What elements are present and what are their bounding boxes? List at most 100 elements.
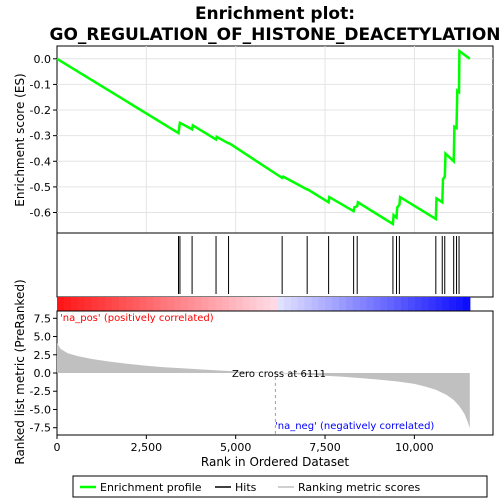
color-band-segment <box>125 297 134 311</box>
metric-x-tick-label: 2,500 <box>131 441 163 454</box>
es-y-tick-label: 0.0 <box>34 53 52 66</box>
zero-cross-label: Zero cross at 6111 <box>232 369 326 380</box>
metric-y-tick-label: -5.0 <box>30 403 51 416</box>
hits-panel-frame <box>56 232 494 298</box>
color-band-segment <box>407 297 416 311</box>
metric-y-axis-label: Ranked list metric (PreRanked) <box>13 279 27 464</box>
color-band-segment <box>325 297 333 311</box>
es-y-tick-label: -0.1 <box>30 78 51 91</box>
legend-hits-label: Hits <box>235 481 257 494</box>
color-band-segment <box>304 297 313 311</box>
color-band-segment <box>373 297 381 311</box>
color-band-segment <box>352 297 361 311</box>
metric-x-axis-label: Rank in Ordered Dataset <box>201 455 349 469</box>
es-y-tick-label: -0.3 <box>30 130 51 143</box>
color-band-segment <box>215 297 223 311</box>
color-band-segment <box>146 297 154 311</box>
color-band-segment <box>414 297 423 311</box>
color-band-segment <box>194 297 203 311</box>
color-band-segment <box>366 297 375 311</box>
color-band-segment <box>442 297 450 311</box>
hit-markers <box>178 236 460 294</box>
color-band-segment <box>91 297 99 311</box>
metric-x-tick-label: 0 <box>54 441 61 454</box>
color-band-segment <box>77 297 86 311</box>
color-band-segment <box>249 297 258 311</box>
color-band-segment <box>318 297 326 311</box>
color-band-segment <box>98 297 106 311</box>
metric-x-tick-label: 10,000 <box>395 441 434 454</box>
color-band-segment <box>153 297 161 311</box>
color-band-segment <box>70 297 79 311</box>
metric-y-tick-label: -7.5 <box>30 422 51 435</box>
color-band-segment <box>132 297 141 311</box>
es-y-tick-label: -0.4 <box>30 155 51 168</box>
color-band-segment <box>187 297 196 311</box>
color-band-segment <box>112 297 120 311</box>
es-panel-frame <box>56 45 494 234</box>
metric-y-tick-label: 2.5 <box>34 349 52 362</box>
metric-x-tick-label: 5,000 <box>220 441 252 454</box>
legend-enrichment-label: Enrichment profile <box>100 481 202 494</box>
color-band-segment <box>235 297 244 311</box>
color-band-segment <box>332 297 340 311</box>
color-band-segment <box>160 297 168 311</box>
color-band-segment <box>311 297 319 311</box>
color-band-segment <box>339 297 347 311</box>
color-band-segment <box>277 297 285 311</box>
ranking-color-band <box>57 297 471 311</box>
color-band-segment <box>421 297 430 311</box>
color-band-segment <box>297 297 306 311</box>
es-y-tick-label: -0.2 <box>30 104 51 117</box>
color-band-segment <box>174 297 182 311</box>
metric-y-tick-label: 0.0 <box>34 367 52 380</box>
chart-title-line-1: Enrichment plot: <box>195 4 355 24</box>
metric-y-tick-label: -2.5 <box>30 385 51 398</box>
metric-x-axis: 0 2,500 5,000 7,500 10,000 <box>54 435 434 454</box>
color-band-segment <box>290 297 299 311</box>
color-band-segment <box>118 297 127 311</box>
color-band-segment <box>208 297 216 311</box>
color-band-segment <box>139 297 148 311</box>
color-band-segment <box>284 297 292 311</box>
color-band-segment <box>449 297 457 311</box>
positive-correlation-label: 'na_pos' (positively correlated) <box>60 313 214 324</box>
color-band-segment <box>256 297 264 311</box>
color-band-segment <box>394 297 402 311</box>
color-band-segment <box>456 297 464 311</box>
color-band-segment <box>462 297 471 311</box>
enrichment-profile-line <box>56 48 471 227</box>
chart-title-line-2: GO_REGULATION_OF_HISTONE_DEACETYLATION <box>49 25 500 45</box>
color-band-segment <box>201 297 209 311</box>
es-gridlines <box>57 46 493 233</box>
color-band-segment <box>167 297 175 311</box>
es-y-axis: 0.0 -0.1 -0.2 -0.3 -0.4 -0.5 -0.6 <box>30 53 57 220</box>
legend-ranking-label: Ranking metric scores <box>298 481 420 494</box>
es-y-tick-label: -0.5 <box>30 181 51 194</box>
color-band-segment <box>263 297 271 311</box>
color-band-segment <box>380 297 388 311</box>
color-band-segment <box>242 297 251 311</box>
color-band-segment <box>387 297 395 311</box>
color-band-segment <box>84 297 92 311</box>
metric-x-tick-label: 7,500 <box>309 441 341 454</box>
metric-y-tick-label: 5.0 <box>34 331 52 344</box>
color-band-segment <box>105 297 113 311</box>
color-band-segment <box>270 297 278 311</box>
color-band-segment <box>229 297 237 311</box>
color-band-segment <box>435 297 443 311</box>
color-band-segment <box>401 297 409 311</box>
metric-y-axis: 7.5 5.0 2.5 0.0 -2.5 -5.0 -7.5 <box>30 312 57 435</box>
color-band-segment <box>359 297 368 311</box>
color-band-segment <box>222 297 230 311</box>
es-y-tick-label: -0.6 <box>30 207 51 220</box>
metric-y-tick-label: 7.5 <box>34 312 52 325</box>
negative-correlation-label: 'na_neg' (negatively correlated) <box>275 421 434 432</box>
color-band-segment <box>57 297 65 311</box>
color-band-segment <box>180 297 189 311</box>
color-band-segment <box>63 297 72 311</box>
es-y-axis-label: Enrichment score (ES) <box>13 73 27 206</box>
color-band-segment <box>428 297 436 311</box>
color-band-segment <box>345 297 354 311</box>
